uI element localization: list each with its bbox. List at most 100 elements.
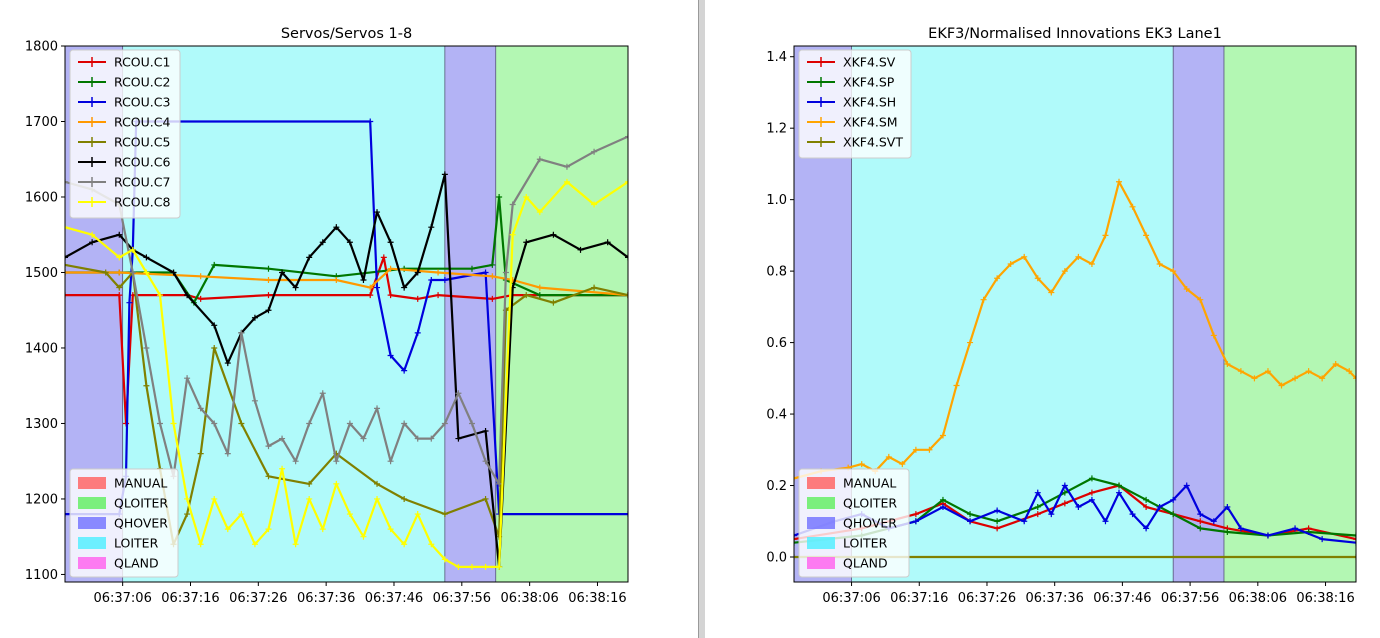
servos-point-rcou-c6 [577, 246, 584, 253]
ekf3-point-xkf4-sv [1034, 511, 1041, 518]
ekf3-ytick-label: 1.2 [766, 122, 787, 137]
servos-ytick-label: 1200 [25, 492, 58, 507]
ekf3-point-xkf4-sm [1197, 296, 1204, 303]
ekf3-point-xkf4-sm [794, 475, 797, 482]
servos-point-rcou-c3 [482, 269, 489, 276]
ekf3-xtick-label: 06:37:56 [1161, 591, 1219, 606]
servos-point-rcou-c6 [170, 269, 177, 276]
servos-point-rcou-c8 [509, 231, 516, 238]
ekf3-point-xkf4-sm [1237, 368, 1244, 375]
ekf3-point-xkf4-sp [967, 511, 974, 518]
servos-point-rcou-c8 [170, 420, 177, 427]
ekf3-legend-label-xkf4-sh: XKF4.SH [843, 95, 896, 110]
servos-point-rcou-c4 [116, 269, 123, 276]
ekf3-xtick-label: 06:37:16 [890, 591, 948, 606]
servos-point-rcou-c2 [468, 265, 475, 272]
servos-point-rcou-c3 [126, 299, 133, 306]
servos-point-rcou-c3 [401, 367, 408, 374]
servos-point-rcou-c7 [414, 435, 421, 442]
servos-point-rcou-c4 [65, 269, 68, 276]
servos-point-rcou-c7 [197, 405, 204, 412]
servos-point-rcou-c6 [116, 231, 123, 238]
servos-point-rcou-c1 [265, 292, 272, 299]
panel-divider [698, 0, 705, 638]
servos-point-rcou-c6 [279, 269, 286, 276]
servos-point-rcou-c7 [224, 450, 231, 457]
ekf3-point-xkf4-sp [1116, 482, 1123, 489]
ekf3-point-xkf4-sh [1048, 511, 1055, 518]
ekf3-point-xkf4-sv [1061, 500, 1068, 507]
ekf3-ytick-label: 0.6 [766, 336, 787, 351]
servos-mode-label-qhover: QHOVER [114, 516, 168, 531]
servos-chart-title: Servos/Servos 1-8 [281, 26, 412, 42]
ekf3-point-xkf4-sp [1061, 489, 1068, 496]
ekf3-point-xkf4-sh [1264, 532, 1271, 539]
servos-point-rcou-c6 [401, 284, 408, 291]
ekf3-point-xkf4-sp [794, 539, 797, 546]
servos-point-rcou-c7 [455, 390, 462, 397]
servos-point-rcou-c7 [428, 435, 435, 442]
servos-point-rcou-c6 [292, 284, 299, 291]
ekf3-mode-swatch-qland [807, 557, 835, 569]
ekf3-ytick-label: 1.4 [766, 50, 787, 65]
servos-point-rcou-c8 [265, 526, 272, 533]
servos-point-rcou-c5 [625, 292, 628, 299]
servos-point-rcou-c3 [374, 284, 381, 291]
servos-series-legend: RCOU.C1 RCOU.C2 RCOU.C3 RCOU.C4 RCOU.C5 RCOU.… [69, 49, 181, 219]
ekf3-mode-swatch-qloiter [807, 497, 835, 509]
servos-point-rcou-c2 [496, 193, 503, 200]
servos-point-rcou-c7 [129, 269, 136, 276]
ekf3-chart: 0.0 0.2 0.4 0.6 0.8 1.0 1.2 1.4 06:37:06 06:37:16… [766, 26, 1357, 606]
servos-point-rcou-c8 [333, 480, 340, 487]
servos-point-rcou-c5 [116, 284, 123, 291]
ekf3-mode-legend: MANUAL QLOITER QHOVER LOITER QLAND [798, 468, 910, 578]
servos-point-rcou-c5 [184, 511, 191, 518]
servos-point-rcou-c7 [374, 405, 381, 412]
servos-ytick-label: 1400 [25, 341, 58, 356]
ekf3-point-xkf4-sm [1034, 275, 1041, 282]
ekf3-point-xkf4-sh [912, 518, 919, 525]
servos-xtick-label: 06:37:36 [297, 591, 355, 606]
servos-point-rcou-c1 [435, 292, 442, 299]
servos-point-rcou-c8 [129, 246, 136, 253]
ekf3-ytick-label: 0.8 [766, 265, 787, 280]
servos-series-group [65, 118, 628, 570]
servos-mode-legend-box [69, 468, 179, 578]
servos-xtick-label: 06:37:56 [433, 591, 491, 606]
servos-point-rcou-c7 [441, 420, 448, 427]
servos-point-rcou-c7 [509, 201, 516, 208]
servos-point-rcou-c5 [306, 480, 313, 487]
servos-point-rcou-c7 [482, 458, 489, 465]
servos-legend-label-rcou-c2: RCOU.C2 [114, 75, 170, 90]
servos-point-rcou-c8 [496, 563, 503, 570]
ekf3-point-xkf4-sm [858, 461, 865, 468]
servos-mode-swatch-qland [78, 557, 106, 569]
servos-point-rcou-c5 [441, 511, 448, 518]
servos-mode-swatch-qloiter [78, 497, 106, 509]
ekf3-point-xkf4-sv [1088, 489, 1095, 496]
ekf3-point-xkf4-sm [1251, 375, 1258, 382]
servos-point-rcou-c3 [625, 511, 628, 518]
servos-point-rcou-c5 [523, 292, 530, 299]
ekf3-point-xkf4-sh [1237, 525, 1244, 532]
servos-point-rcou-c8 [319, 526, 326, 533]
servos-point-rcou-c7 [333, 458, 340, 465]
ekf3-point-xkf4-sv [1353, 536, 1356, 543]
servos-point-rcou-c1 [387, 292, 394, 299]
servos-point-rcou-c3 [428, 277, 435, 284]
ekf3-point-xkf4-sm [1170, 268, 1177, 275]
ekf3-point-xkf4-sh [1292, 525, 1299, 532]
ekf3-point-xkf4-sh [1319, 536, 1326, 543]
ekf3-xtick-label: 06:37:46 [1093, 591, 1151, 606]
servos-point-rcou-c8 [591, 201, 598, 208]
servos-point-rcou-c5 [197, 450, 204, 457]
ekf3-point-xkf4-sm [980, 296, 987, 303]
ekf3-point-xkf4-sp [1224, 528, 1231, 535]
ekf3-xtick-label: 06:38:06 [1229, 591, 1287, 606]
servos-point-rcou-c7 [211, 420, 218, 427]
servos-point-rcou-c6 [184, 292, 191, 299]
servos-point-rcou-c7 [292, 458, 299, 465]
servos-point-rcou-c8 [65, 224, 68, 231]
ekf3-band-qhover [1173, 46, 1224, 582]
ekf3-point-xkf4-sh [994, 507, 1001, 514]
